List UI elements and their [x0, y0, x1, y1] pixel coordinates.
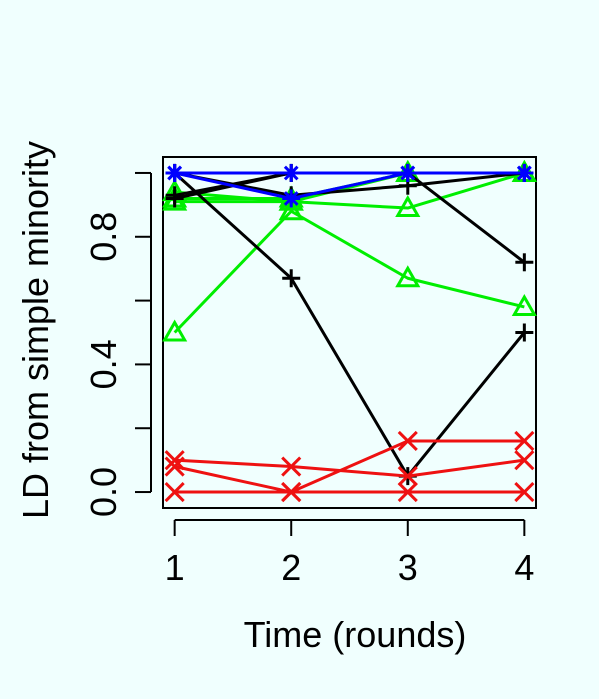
- x-tick-label: 3: [398, 547, 418, 588]
- y-tick-label: 0.8: [83, 212, 124, 262]
- x-tick-label: 1: [165, 547, 185, 588]
- x-marker-b: [397, 466, 418, 487]
- series-0: [162, 198, 537, 342]
- series-line: [173, 171, 526, 478]
- asterisk-marker-d2: [167, 165, 183, 181]
- y-tick-label: 0.0: [83, 467, 124, 517]
- series-7: [165, 163, 534, 272]
- x-axis-title: Time (rounds): [244, 614, 467, 655]
- series-layer: [162, 159, 537, 503]
- x-marker-b: [514, 450, 535, 471]
- series-line: [174, 439, 525, 494]
- triangle-marker: [278, 188, 304, 211]
- x-marker-b: [514, 481, 535, 503]
- triangle-marker: [395, 265, 421, 288]
- y-axis-title: LD from simple minority: [15, 141, 56, 519]
- x-marker-b: [281, 481, 302, 503]
- triangle-marker: [511, 293, 537, 316]
- series-line: [174, 458, 525, 478]
- series-line: [174, 171, 525, 210]
- series-12: [165, 163, 534, 208]
- x-tick-label: 2: [281, 547, 301, 588]
- asterisk-marker-d2: [283, 165, 299, 181]
- triangle-marker: [162, 319, 188, 342]
- y-axis: 0.0 0.4 0.8: [83, 171, 152, 517]
- series-line: [173, 209, 525, 334]
- x-tick-label: 4: [514, 547, 534, 588]
- x-marker-b: [397, 430, 418, 452]
- x-marker-b: [514, 430, 535, 452]
- plot-frame: [162, 156, 537, 509]
- x-marker-b: [397, 481, 418, 503]
- x-marker-b: [164, 450, 185, 471]
- series-10: [164, 481, 535, 503]
- asterisk-marker-d2: [283, 191, 299, 206]
- series-line: [174, 171, 525, 200]
- series-8: [164, 450, 535, 487]
- y-tick-label: 0.4: [83, 339, 124, 389]
- x-marker-b: [164, 456, 185, 477]
- triangle-marker: [395, 195, 421, 218]
- asterisk-marker-d2: [400, 165, 416, 181]
- asterisk-marker-d2: [516, 165, 532, 181]
- x-axis: 1 2 3 4: [165, 519, 534, 588]
- x-marker-b: [281, 456, 302, 477]
- series-line: [174, 171, 525, 197]
- x-marker-b: [164, 481, 185, 503]
- series-4: [165, 163, 534, 486]
